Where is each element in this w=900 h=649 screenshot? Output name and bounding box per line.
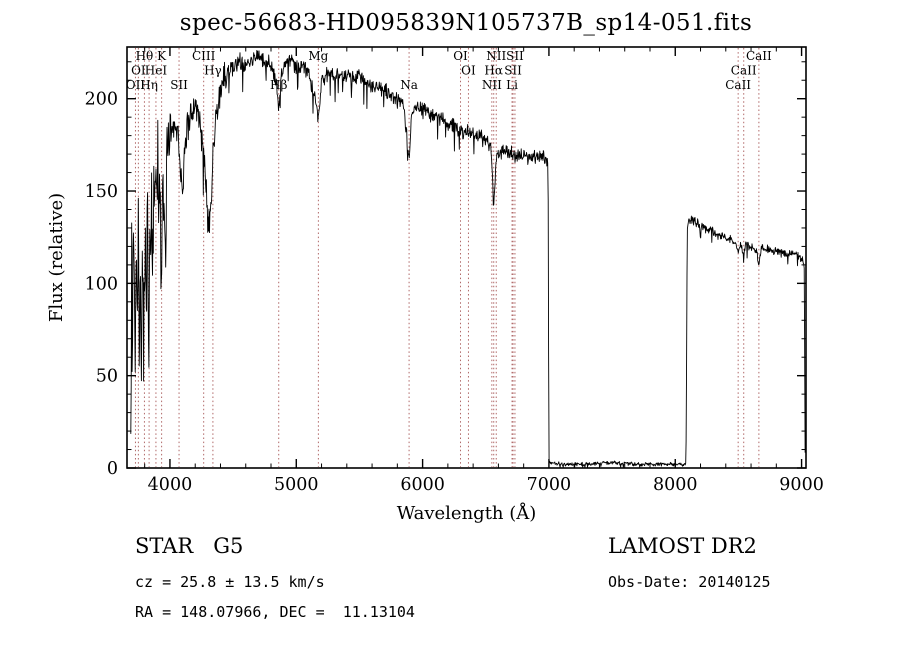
survey-label: LAMOST DR2: [608, 534, 757, 558]
spectral-line-label: NII: [482, 78, 502, 92]
plot-title: spec-56683-HD095839N105737B_sp14-051.fit…: [179, 10, 753, 36]
x-axis-label: Wavelength (Å): [397, 502, 537, 524]
spectral-line-label: Hθ: [136, 49, 154, 63]
spectral-line-label: NII: [486, 49, 506, 63]
spectral-line-label: Hη: [140, 78, 158, 92]
spectral-line-label: OII: [126, 78, 146, 92]
spectral-line-label: CIII: [192, 49, 216, 63]
spectral-line-label: Na: [400, 78, 418, 92]
spectral-line-label: CaII: [746, 49, 772, 63]
spectral-line-label: Mg: [308, 49, 328, 63]
x-tick-label: 4000: [148, 475, 193, 495]
spectrum-trace: [130, 50, 806, 468]
y-tick-label: 100: [85, 274, 118, 294]
y-tick-label: 0: [107, 459, 118, 479]
spectral-line-label: K: [157, 49, 167, 63]
spectral-line-label: Li: [506, 78, 518, 92]
spectral-line-label: Hβ: [270, 78, 287, 92]
x-tick-label: 7000: [527, 475, 572, 495]
spectral-line-label: OI: [461, 64, 476, 78]
y-tick-label: 50: [96, 367, 118, 387]
spectral-line-label: SII: [504, 64, 522, 78]
x-tick-label: 9000: [779, 475, 824, 495]
y-tick-label: 200: [85, 90, 118, 110]
spectral-line-label: OI: [131, 64, 146, 78]
spectral-line-label: SII: [506, 49, 524, 63]
spectral-line-label: Hα: [484, 64, 503, 78]
x-tick-label: 6000: [400, 475, 445, 495]
spectral-line-label: CaII: [731, 64, 757, 78]
x-tick-label: 8000: [653, 475, 698, 495]
cz-value: cz = 25.8 ± 13.5 km/s: [135, 573, 325, 591]
spectral-line-label: OI: [453, 49, 468, 63]
plot-frame: [126, 46, 807, 469]
object-type-label: STAR G5: [135, 534, 244, 558]
spectral-line-label: HeI: [145, 64, 168, 78]
spectral-line-label: Hγ: [204, 64, 222, 78]
ra-dec-value: RA = 148.07966, DEC = 11.13104: [135, 603, 415, 621]
x-tick-label: 5000: [274, 475, 319, 495]
spectral-line-label: SII: [170, 78, 188, 92]
spectral-line-label: CaII: [725, 78, 751, 92]
y-tick-label: 150: [85, 182, 118, 202]
obs-date-label: Obs-Date: 20140125: [608, 573, 771, 591]
y-axis-label: Flux (relative): [46, 193, 67, 322]
